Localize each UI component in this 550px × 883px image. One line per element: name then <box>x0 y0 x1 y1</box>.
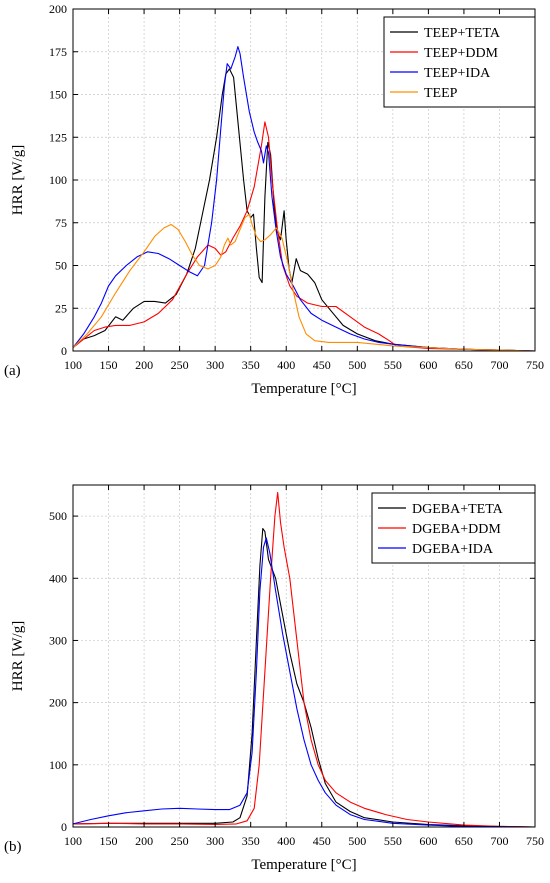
x-tick-label: 300 <box>206 358 224 372</box>
series-lines <box>72 491 536 828</box>
y-tick-label: 125 <box>49 130 67 144</box>
x-tick-label: 100 <box>64 358 82 372</box>
y-tick-label: 25 <box>55 301 67 315</box>
x-tick-label: 350 <box>242 834 260 848</box>
series-line-dgeba-ddm <box>72 491 536 828</box>
x-tick-label: 200 <box>135 834 153 848</box>
legend-entry-label: TEEP+IDA <box>424 66 491 81</box>
y-tick-label: 200 <box>49 2 67 16</box>
x-tick-label: 650 <box>455 834 473 848</box>
plot-frame <box>72 484 536 828</box>
legend-entry-label: TEEP+DDM <box>424 46 499 61</box>
x-tick-label: 500 <box>348 834 366 848</box>
chart-panel-a: 100 150 200 250 300 350 400 450 500 550 600 650 700 7… <box>4 2 544 397</box>
legend-entry-label: DGEBA+DDM <box>412 522 501 537</box>
x-tick-label: 250 <box>171 834 189 848</box>
series-line-dgeba-teta <box>72 527 536 828</box>
x-tick-label: 550 <box>384 834 402 848</box>
y-tick-label: 175 <box>49 45 67 59</box>
x-tick-label: 100 <box>64 834 82 848</box>
x-tick-label: 350 <box>242 358 260 372</box>
x-tick-label: 450 <box>313 358 331 372</box>
y-tick-label: 400 <box>49 571 67 585</box>
y-tick-label: 0 <box>61 344 67 358</box>
x-tick-label: 200 <box>135 358 153 372</box>
legend: DGEBA+TETA DGEBA+DDM DGEBA+IDA <box>371 492 536 564</box>
legend-entry-label: TEEP+TETA <box>424 26 501 41</box>
x-tick-label: 700 <box>490 358 508 372</box>
y-axis-label: HRR [W/g] <box>10 621 26 691</box>
series-line-teep-ida <box>72 46 536 352</box>
y-tick-label: 500 <box>49 509 67 523</box>
legend-entry-label: DGEBA+IDA <box>412 542 494 557</box>
x-axis-label: Temperature [°C] <box>251 857 356 873</box>
y-tick-label: 150 <box>49 88 67 102</box>
x-tick-label: 700 <box>490 834 508 848</box>
y-tick-label: 0 <box>61 820 67 834</box>
axis-ticks: 100 150 200 250 300 350 400 450 500 550 600 650 700 7… <box>49 485 544 848</box>
legend: TEEP+TETA TEEP+DDM TEEP+IDA TEEP <box>383 16 536 108</box>
x-tick-label: 250 <box>171 358 189 372</box>
x-tick-label: 150 <box>100 358 118 372</box>
x-tick-label: 750 <box>526 358 544 372</box>
series-line-teep-ddm <box>72 121 536 352</box>
x-tick-label: 650 <box>455 358 473 372</box>
x-tick-label: 600 <box>419 834 437 848</box>
series-line-teep-teta <box>72 68 536 352</box>
x-tick-label: 500 <box>348 358 366 372</box>
x-tick-label: 400 <box>277 834 295 848</box>
series-line-teep <box>72 213 536 352</box>
series-line-dgeba-ida <box>72 537 536 828</box>
y-tick-label: 200 <box>49 696 67 710</box>
panel-label: (b) <box>4 839 22 855</box>
x-tick-label: 750 <box>526 834 544 848</box>
y-tick-label: 75 <box>55 216 67 230</box>
series-lines <box>72 46 536 352</box>
grid-lines <box>73 485 535 827</box>
x-tick-label: 550 <box>384 358 402 372</box>
y-tick-label: 50 <box>55 259 67 273</box>
x-tick-label: 450 <box>313 834 331 848</box>
legend-entry-label: DGEBA+TETA <box>412 502 504 517</box>
x-tick-label: 600 <box>419 358 437 372</box>
axis-ticks: 100 150 200 250 300 350 400 450 500 550 600 650 700 7… <box>49 2 544 372</box>
legend-entry-label: TEEP <box>424 86 458 101</box>
x-tick-label: 400 <box>277 358 295 372</box>
y-axis-label: HRR [W/g] <box>10 145 26 215</box>
chart-panel-b: 100 150 200 250 300 350 400 450 500 550 600 650 700 7… <box>4 484 544 873</box>
panel-label: (a) <box>4 363 21 379</box>
y-tick-label: 300 <box>49 633 67 647</box>
x-tick-label: 300 <box>206 834 224 848</box>
y-tick-label: 100 <box>49 173 67 187</box>
x-tick-label: 150 <box>100 834 118 848</box>
y-tick-label: 100 <box>49 758 67 772</box>
x-axis-label: Temperature [°C] <box>251 381 356 397</box>
